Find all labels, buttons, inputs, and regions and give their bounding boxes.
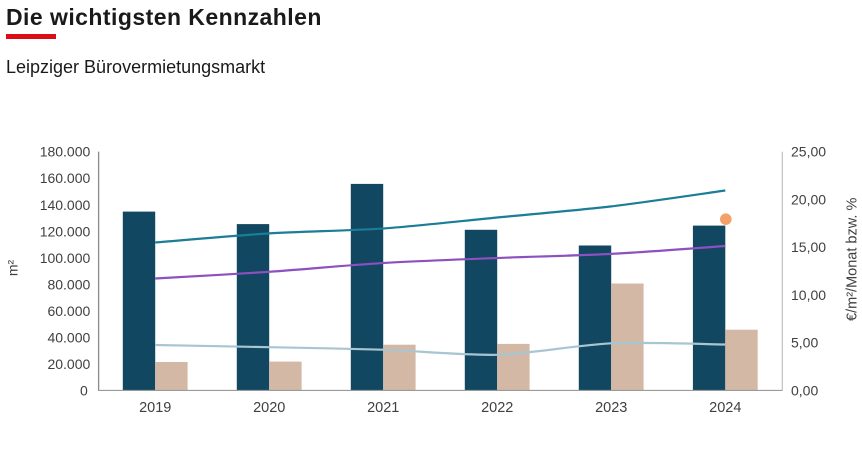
svg-text:80.000: 80.000 (47, 276, 90, 292)
svg-text:60.000: 60.000 (47, 303, 90, 319)
svg-text:2019: 2019 (139, 400, 171, 416)
svg-text:160.000: 160.000 (40, 170, 91, 186)
svg-text:€/m²/Monat bzw. %: €/m²/Monat bzw. % (845, 198, 861, 321)
svg-text:40.000: 40.000 (47, 329, 90, 345)
svg-text:15,00: 15,00 (791, 239, 826, 255)
svg-text:0,00: 0,00 (791, 383, 818, 399)
svg-text:2021: 2021 (367, 400, 399, 416)
svg-text:100.000: 100.000 (40, 250, 91, 266)
svg-text:2024: 2024 (709, 400, 741, 416)
svg-text:180.000: 180.000 (40, 144, 91, 160)
svg-text:5,00: 5,00 (791, 335, 818, 351)
svg-text:2022: 2022 (481, 400, 513, 416)
svg-text:20.000: 20.000 (47, 356, 90, 372)
svg-text:0: 0 (80, 383, 88, 399)
svg-text:10,00: 10,00 (791, 287, 826, 303)
svg-text:2023: 2023 (595, 400, 627, 416)
svg-text:20,00: 20,00 (791, 192, 826, 208)
svg-text:2020: 2020 (253, 400, 285, 416)
svg-text:25,00: 25,00 (791, 144, 826, 160)
svg-text:140.000: 140.000 (40, 197, 91, 213)
svg-text:120.000: 120.000 (40, 223, 91, 239)
svg-text:m²: m² (5, 260, 21, 277)
